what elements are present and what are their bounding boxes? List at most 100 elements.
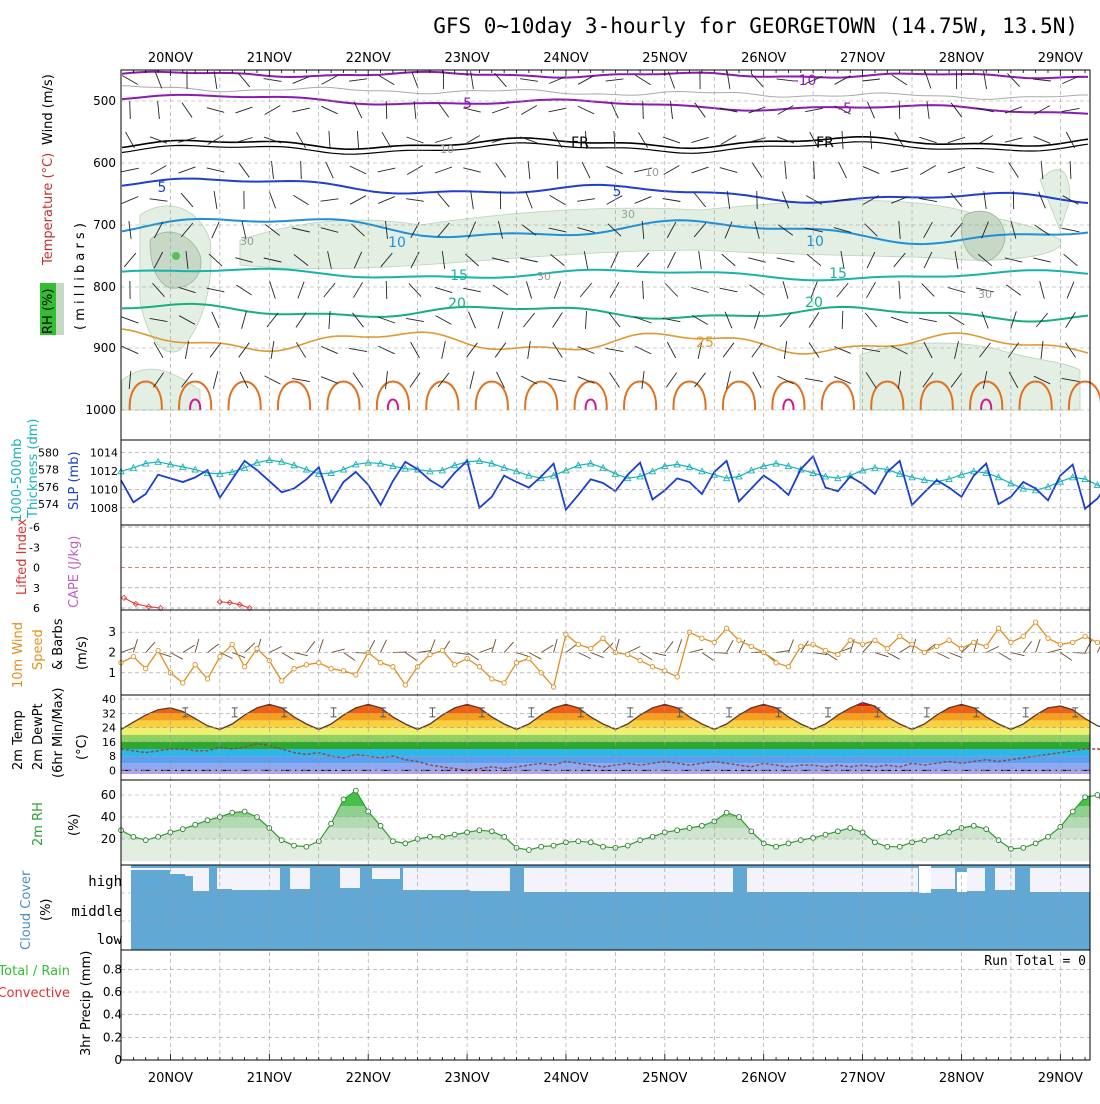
contour-label: 20	[448, 296, 466, 312]
wind-barb	[663, 137, 680, 143]
wind10-barb	[640, 653, 652, 660]
wind-barb	[378, 197, 395, 204]
cloud-clear	[185, 868, 193, 876]
contour-5	[122, 179, 1088, 203]
rh-marker	[378, 823, 383, 828]
wind10-marker	[638, 658, 642, 662]
wind-barb	[695, 103, 706, 118]
rh-marker	[242, 809, 247, 814]
wind10-marker	[453, 663, 457, 667]
label-wind10-text: (m/s)	[75, 636, 90, 670]
wind-barb	[463, 288, 481, 292]
date-label-bottom: 21NOV	[247, 1071, 292, 1086]
wind10-line	[121, 620, 1100, 687]
label-wind-text: Wind (m/s)	[41, 74, 56, 145]
wind-barb	[899, 281, 900, 299]
label-precip-unit: 3hr Precip (mm)	[79, 951, 94, 1056]
contour-label: 5	[158, 180, 167, 196]
wind-barb	[469, 312, 476, 329]
label-rh: RH (%)	[41, 289, 56, 334]
label-temperature-text: Temperature (°C)	[41, 153, 56, 266]
wind10-barb	[1048, 649, 1062, 652]
wind-barb	[549, 378, 567, 381]
li-tick: -6	[29, 521, 40, 534]
wind-barb	[551, 254, 565, 265]
wind-barb	[442, 341, 446, 359]
date-label-bottom: 27NOV	[840, 1071, 885, 1086]
rh-marker	[452, 832, 457, 837]
wind10-marker	[255, 646, 259, 650]
wind-barb	[695, 373, 706, 387]
cloud-clear-block	[957, 872, 967, 892]
wind-barb	[784, 341, 786, 359]
pressure-tick: 800	[93, 280, 116, 294]
label-temp2m: (6hr Min/Max)	[51, 688, 66, 778]
wind-barb	[297, 132, 306, 148]
contour-minus5	[122, 95, 1088, 114]
wind10-marker	[626, 652, 630, 656]
precip-tick: 0.6	[103, 985, 122, 999]
label-rh2m-unit: (%)	[67, 814, 82, 837]
contour-30	[772, 382, 804, 411]
wind-barb	[298, 282, 304, 299]
wind10-marker	[601, 636, 605, 640]
label-slp: SLP (mb)	[67, 451, 82, 510]
temp-minmax-bar	[232, 708, 238, 717]
contour-35	[783, 400, 793, 411]
temp-tick: 16	[102, 736, 116, 749]
slp-tick: 1014	[90, 447, 118, 460]
wind-barb	[842, 311, 843, 329]
wind-barb	[122, 197, 139, 204]
rh-marker	[687, 826, 692, 831]
wind-barb	[750, 285, 765, 295]
label-wind10: & Barbs	[51, 618, 66, 670]
wind-barb	[435, 287, 452, 292]
wind10-marker	[848, 638, 852, 642]
wind10-marker	[502, 681, 506, 685]
wind-barb	[151, 166, 167, 175]
cloud-start-gap	[121, 865, 131, 950]
temp-tick: 8	[109, 750, 116, 763]
temp-minmax-bar	[825, 708, 831, 717]
wind-barb	[293, 195, 308, 204]
wind-barb	[582, 162, 590, 178]
wind-barb	[754, 311, 759, 328]
temp-minmax-bar	[924, 708, 930, 717]
wind-barb	[785, 161, 787, 179]
rh-band	[121, 817, 1090, 828]
cloud-clear	[747, 868, 918, 892]
temp-minmax-bar	[331, 708, 337, 717]
temp-minmax-bar	[1023, 708, 1029, 717]
wind-barb	[407, 137, 424, 143]
wind-barb	[350, 166, 366, 174]
label-slp-text: SLP (mb)	[67, 451, 82, 510]
rh-marker	[1046, 834, 1051, 839]
label-temp2m-text: (6hr Min/Max)	[51, 688, 66, 778]
rh-marker	[576, 839, 581, 844]
wind-barb	[150, 199, 168, 201]
wind-barb	[862, 79, 880, 81]
label-wind10: Speed	[31, 629, 46, 670]
wind10-barb	[591, 653, 604, 658]
wind10-barb	[504, 642, 513, 652]
wind-barb	[239, 343, 250, 358]
wind-barb	[386, 371, 388, 389]
rh-marker	[1095, 793, 1100, 798]
wind-barb	[919, 318, 937, 321]
wind-barb	[643, 101, 644, 119]
wind-barb	[777, 137, 794, 143]
label-millibars-text: ( m i l l i b a r s )	[73, 223, 88, 330]
wind10-marker	[972, 640, 976, 644]
wind-barb	[814, 161, 815, 179]
wind10-barb	[665, 641, 673, 652]
wind-barb	[1033, 79, 1051, 81]
wind-barb	[528, 161, 530, 179]
label-cloud-text: Cloud Cover	[19, 870, 34, 950]
wind-barb	[920, 166, 936, 175]
wind-barb	[606, 348, 624, 351]
rh-marker	[477, 828, 482, 833]
wind-barb	[181, 193, 193, 207]
wind-barb	[182, 103, 192, 118]
date-label-bottom: 29NOV	[1038, 1071, 1083, 1086]
wind-barb	[238, 73, 250, 87]
